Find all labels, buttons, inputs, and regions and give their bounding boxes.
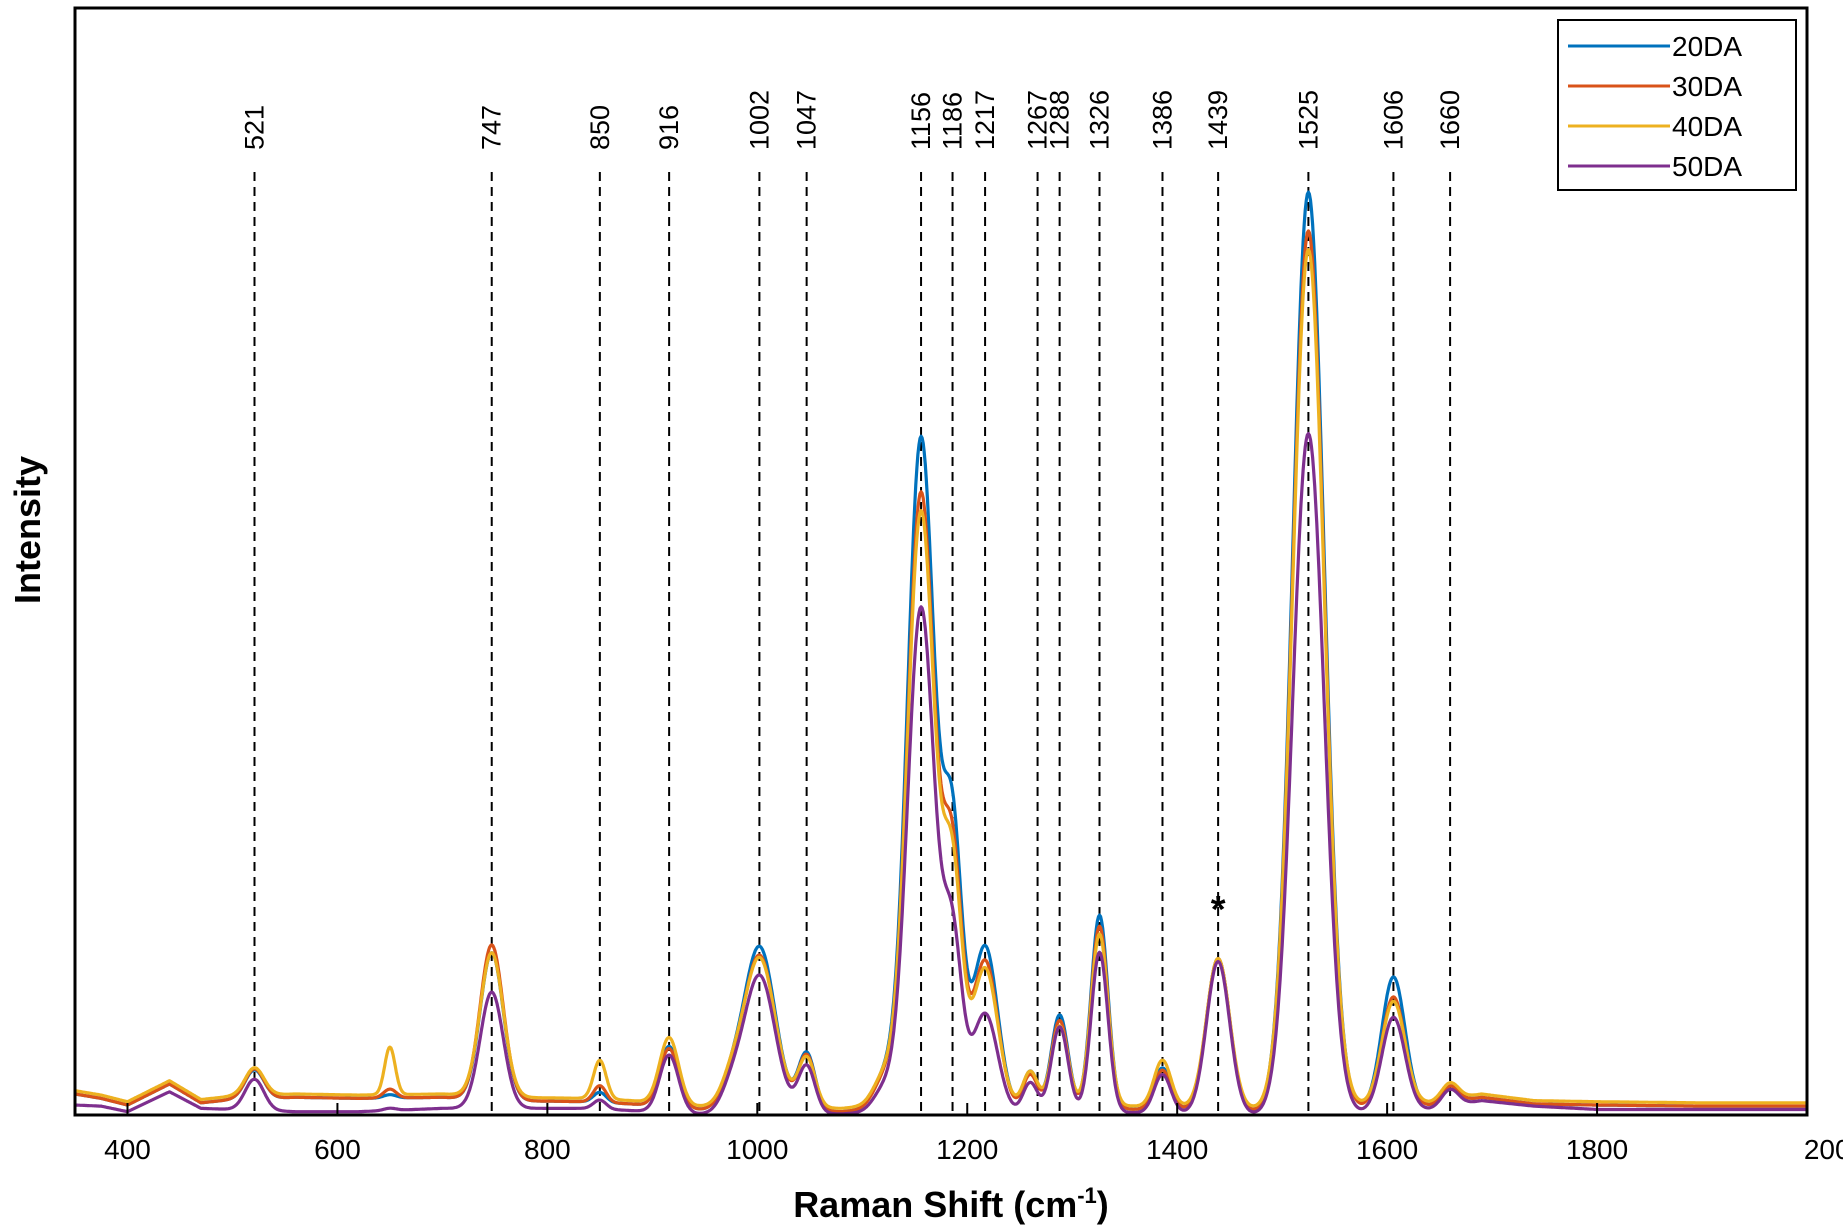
peak-marker-label-916: 916 bbox=[654, 105, 684, 150]
x-axis-ticks: 400 600 800 1000 1200 1400 1600 1800 2000 bbox=[104, 1103, 1843, 1165]
x-tick-label-600: 600 bbox=[314, 1134, 361, 1165]
x-tick-label-1000: 1000 bbox=[726, 1134, 788, 1165]
peak-marker-label-1186: 1186 bbox=[938, 92, 968, 150]
x-axis-label-main: Raman Shift (cm bbox=[793, 1184, 1077, 1225]
peak-marker-label-747: 747 bbox=[477, 105, 507, 150]
peak-marker-label-1156: 1156 bbox=[906, 92, 936, 150]
peak-marker-label-850: 850 bbox=[585, 105, 615, 150]
peak-marker-label-1386: 1386 bbox=[1147, 90, 1177, 150]
x-tick-label-1600: 1600 bbox=[1356, 1134, 1418, 1165]
series-line-50da bbox=[74, 432, 1808, 1116]
peak-marker-label-1047: 1047 bbox=[792, 90, 822, 150]
peak-annotation-star: * bbox=[1211, 889, 1226, 931]
x-tick-label-1200: 1200 bbox=[936, 1134, 998, 1165]
peak-marker-label-1326: 1326 bbox=[1085, 90, 1115, 150]
peak-marker-label-1606: 1606 bbox=[1378, 90, 1408, 150]
x-tick-label-1800: 1800 bbox=[1566, 1134, 1628, 1165]
peak-marker-label-1660: 1660 bbox=[1435, 90, 1465, 150]
peak-marker-label-1439: 1439 bbox=[1203, 90, 1233, 150]
peak-marker-label-1217: 1217 bbox=[970, 90, 1000, 150]
x-tick-label-800: 800 bbox=[524, 1134, 571, 1165]
legend-label-40da: 40DA bbox=[1672, 111, 1742, 142]
series-line-40da bbox=[74, 248, 1808, 1110]
plot-frame bbox=[73, 6, 1809, 1117]
series-group bbox=[74, 190, 1808, 1116]
peak-marker-label-1002: 1002 bbox=[744, 90, 774, 150]
peak-marker-label-1288: 1288 bbox=[1045, 90, 1075, 150]
legend-label-30da: 30DA bbox=[1672, 71, 1742, 102]
y-axis-label: Intensity bbox=[7, 456, 48, 604]
x-tick-label-2000: 2000 bbox=[1804, 1134, 1843, 1165]
peak-marker-label-1267: 1267 bbox=[1023, 90, 1053, 150]
legend: 20DA 30DA 40DA 50DA bbox=[1557, 19, 1797, 191]
legend-label-20da: 20DA bbox=[1672, 31, 1742, 62]
peak-marker-label-521: 521 bbox=[239, 105, 269, 150]
x-tick-label-400: 400 bbox=[104, 1134, 151, 1165]
legend-label-50da: 50DA bbox=[1672, 151, 1742, 182]
x-axis-label-tail: ) bbox=[1097, 1184, 1109, 1225]
x-tick-label-1400: 1400 bbox=[1146, 1134, 1208, 1165]
peak-marker-group: 521 747 850 916 1002 1047 1156 1186 1217 12671288… bbox=[239, 90, 1465, 1115]
x-axis-label-superscript: -1 bbox=[1077, 1183, 1097, 1208]
x-axis-label: Raman Shift (cm-1) bbox=[793, 1183, 1109, 1225]
legend-box bbox=[1557, 19, 1797, 191]
peak-marker-label-1525: 1525 bbox=[1293, 90, 1323, 150]
